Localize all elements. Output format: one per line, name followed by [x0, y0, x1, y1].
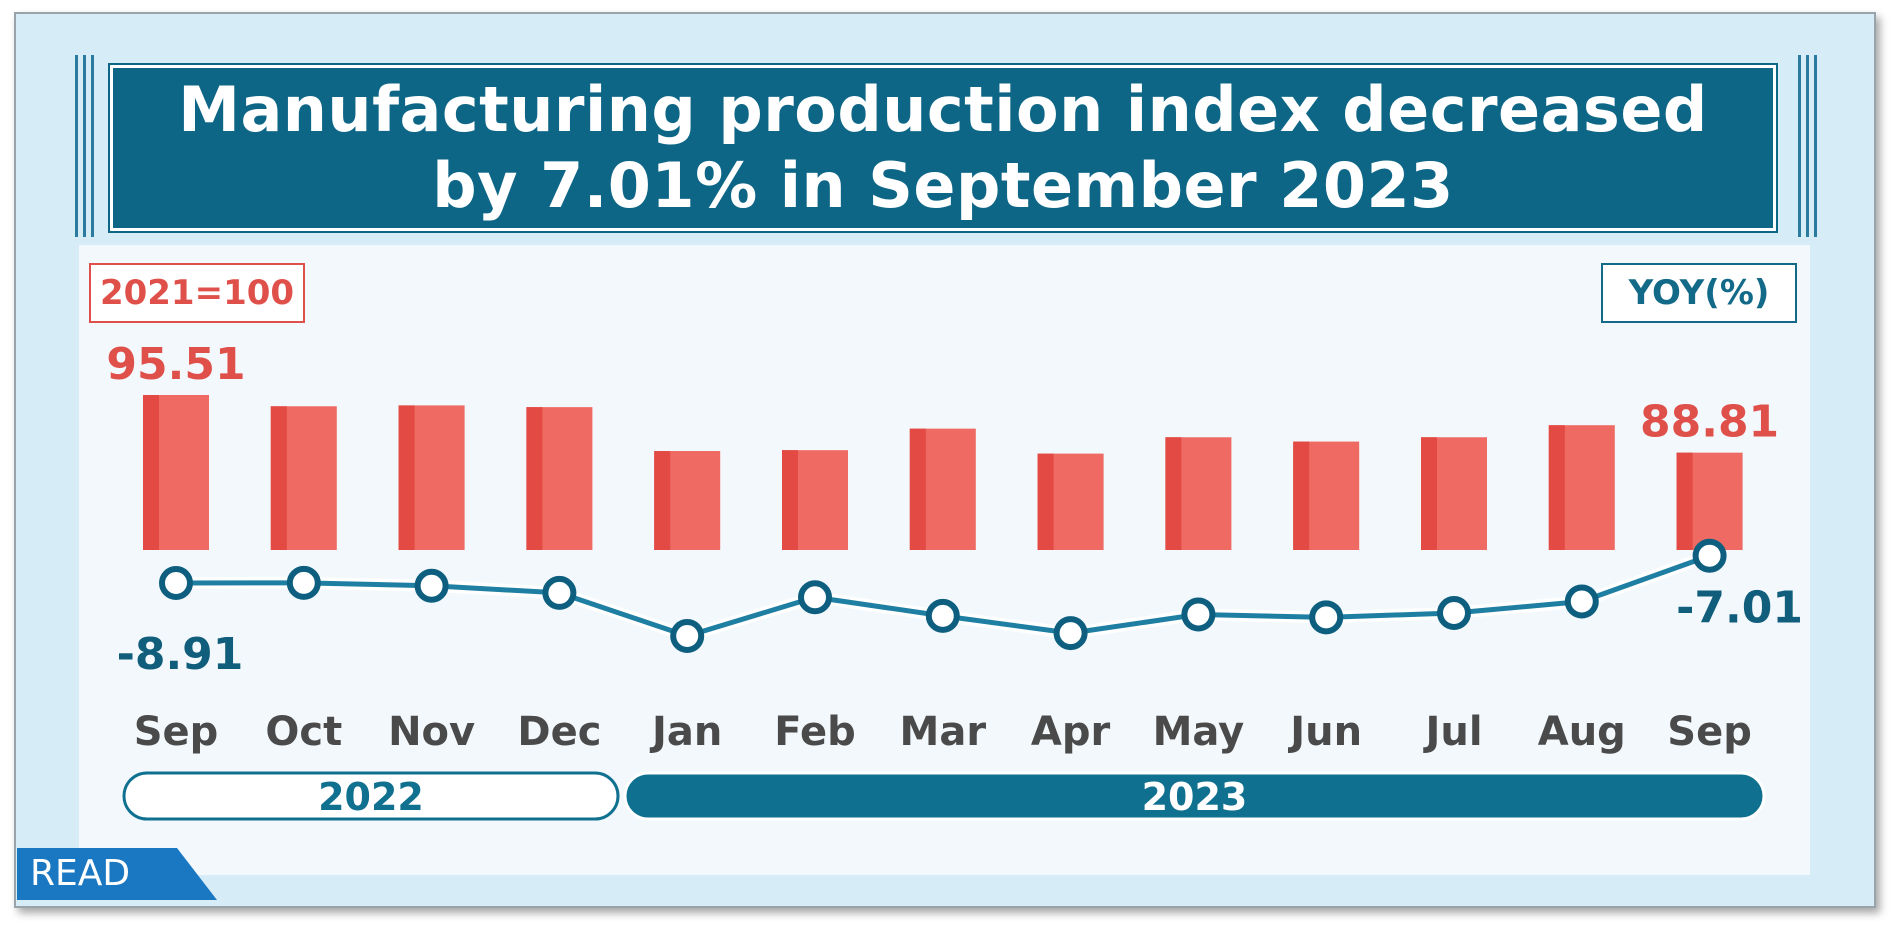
bar: [654, 451, 721, 550]
bar: [1037, 453, 1104, 550]
title-band: [75, 55, 1817, 237]
bar: [143, 395, 209, 550]
month-tick-label: Jul: [1422, 709, 1482, 755]
yoy-point: [925, 598, 960, 633]
month-tick-label: Dec: [517, 709, 601, 755]
bar: [1165, 437, 1232, 550]
bar: [1548, 425, 1615, 550]
read-tab[interactable]: [17, 848, 217, 900]
yoy-point: [670, 619, 705, 653]
month-tick-label: Apr: [1031, 709, 1111, 755]
yoy-data-label: -8.91: [117, 629, 244, 680]
month-tick-label: Mar: [900, 709, 987, 755]
yoy-point: [414, 568, 449, 603]
yoy-point: [542, 575, 577, 610]
bar: [1421, 437, 1487, 550]
month-tick-label: Feb: [774, 709, 855, 755]
month-tick-label: Jan: [649, 709, 722, 755]
year-group-label: 2022: [318, 775, 424, 819]
yoy-point: [1692, 538, 1727, 573]
bar: [782, 450, 848, 550]
yoy-point: [1181, 597, 1216, 632]
title-line-2: by 7.01% in September 2023: [432, 149, 1454, 222]
month-tick-label: Jun: [1287, 709, 1362, 755]
bar: [270, 406, 337, 550]
month-tick-label: Sep: [1667, 709, 1752, 755]
year-group-label: 2023: [1142, 775, 1248, 819]
yoy-point: [798, 580, 832, 615]
year-group-bar: [122, 771, 620, 821]
yoy-point: [1437, 596, 1471, 631]
bar-data-label: 95.51: [106, 339, 245, 390]
year-group-bar: [623, 771, 1766, 821]
bar: [526, 407, 593, 550]
chart-background: [79, 245, 1810, 875]
year-group-border: [627, 775, 1762, 817]
month-tick-label: Oct: [265, 709, 342, 755]
yoy-data-label: -7.01: [1676, 583, 1803, 634]
chart-title: Manufacturing production index decreased…: [178, 72, 1708, 224]
title-box: Manufacturing production index decreased…: [110, 65, 1776, 231]
yoy-point: [1564, 584, 1599, 619]
title-line-1: Manufacturing production index decreased: [178, 73, 1708, 146]
yoy-point: [286, 565, 321, 600]
bar: [398, 405, 465, 550]
bar: [1676, 452, 1743, 550]
base-year-badge: 2021=100: [89, 263, 305, 323]
bar: [1293, 441, 1360, 550]
yoy-badge: YOY(%): [1601, 263, 1797, 323]
bar-data-label: 88.81: [1640, 397, 1779, 448]
month-tick-label: May: [1153, 709, 1245, 755]
month-tick-label: Aug: [1538, 709, 1626, 755]
month-tick-label: Nov: [388, 709, 475, 755]
read-label[interactable]: READ: [30, 853, 131, 894]
month-tick-label: Sep: [134, 709, 219, 755]
yoy-point: [159, 566, 193, 600]
yoy-point: [1309, 600, 1344, 635]
bar: [909, 428, 976, 550]
yoy-point: [1053, 616, 1088, 651]
